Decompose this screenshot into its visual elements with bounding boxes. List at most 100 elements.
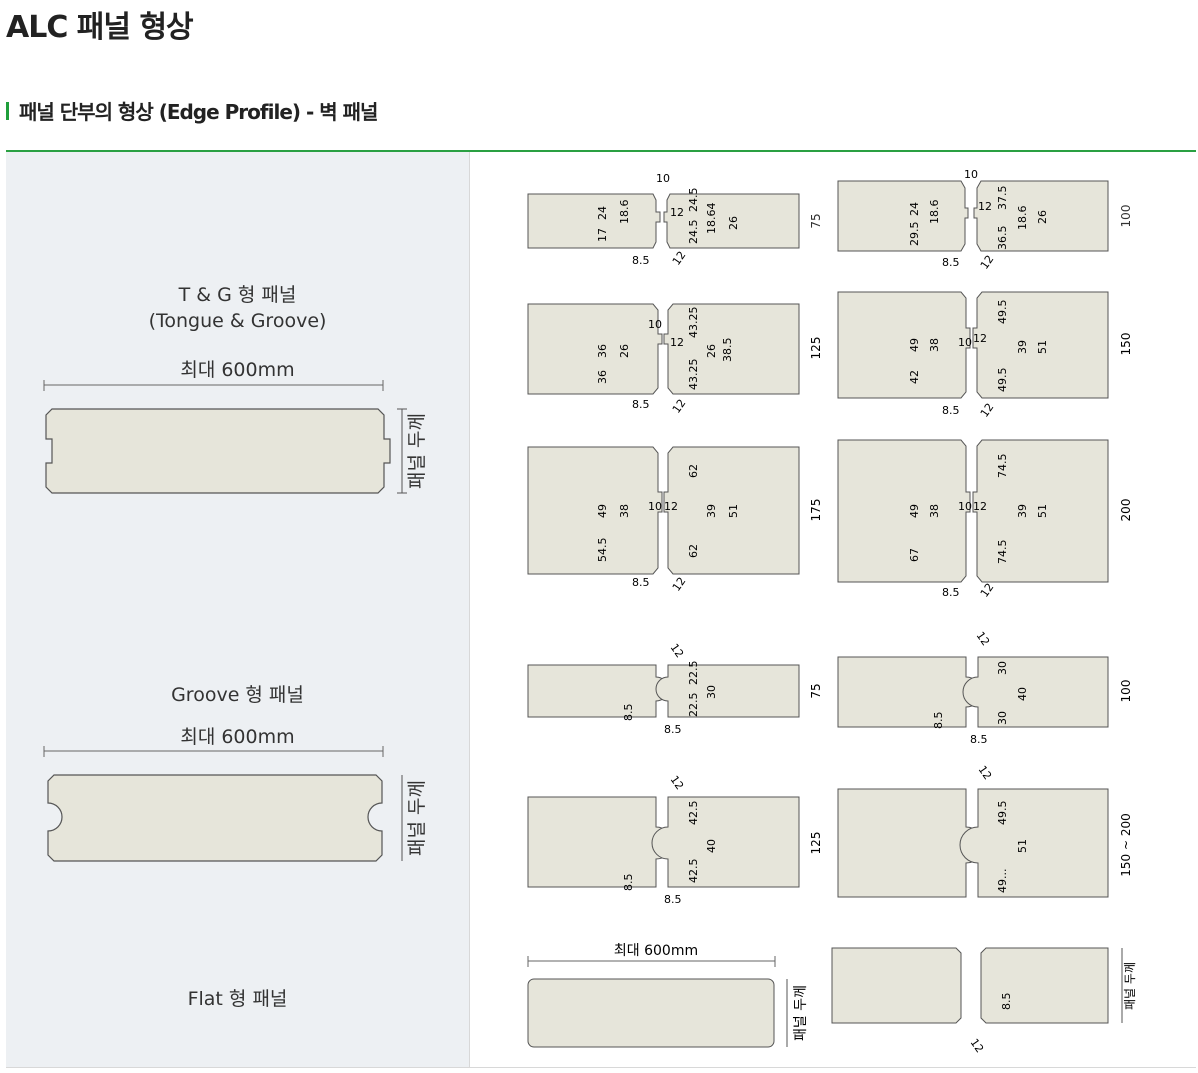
- tg-75-l9: 24.5: [687, 220, 700, 245]
- svg-text:12: 12: [664, 500, 678, 513]
- svg-text:10: 10: [648, 500, 662, 513]
- svg-text:38: 38: [618, 504, 631, 518]
- section-title-text: 패널 단부의 형상 (Edge Profile) - 벽 패널: [19, 100, 378, 124]
- tg-75-l2: 24: [596, 206, 609, 220]
- svg-text:18.6: 18.6: [1016, 206, 1029, 231]
- svg-text:8.5: 8.5: [1000, 993, 1013, 1011]
- flat-detail: 패널 두께 8.5 12: [831, 947, 1137, 1055]
- tg-75-l11: 12: [670, 249, 689, 268]
- svg-text:43.25: 43.25: [687, 307, 700, 339]
- groove-detail-100: 100 12 30 40 30 8.5 8.5: [837, 629, 1133, 746]
- svg-text:39: 39: [705, 504, 718, 518]
- svg-text:12: 12: [973, 332, 987, 345]
- svg-text:49...: 49...: [996, 869, 1009, 894]
- tg-75-thickness: 75: [809, 213, 823, 228]
- svg-text:36.5: 36.5: [996, 226, 1009, 251]
- svg-text:8.5: 8.5: [664, 723, 682, 736]
- svg-text:30: 30: [996, 711, 1009, 725]
- svg-text:30: 30: [705, 685, 718, 699]
- svg-text:125: 125: [809, 832, 823, 855]
- tg-detail-75: 75 10 17 24 18.6 8.5 12 24.5 18.64 26 24…: [527, 172, 823, 268]
- svg-text:8.5: 8.5: [942, 256, 960, 269]
- svg-text:8.5: 8.5: [632, 398, 650, 411]
- svg-text:29.5: 29.5: [908, 222, 921, 247]
- tg-panel-name: T & G 형 패널: [178, 284, 297, 306]
- flat-right-cell: 최대 600mm 패널 두께 패널 두께 8.5 12: [470, 926, 1196, 1067]
- tg-75-l3: 18.6: [618, 200, 631, 225]
- svg-text:10: 10: [648, 318, 662, 331]
- row-flat-panel: Flat 형 패널 최대 600mm 패널 두께 패널 두께 8.5 12: [6, 926, 1196, 1068]
- groove-panel-drawing: 패널 두께: [43, 746, 428, 862]
- svg-text:38: 38: [928, 504, 941, 518]
- flat-max-length: 최대 600mm: [614, 943, 698, 959]
- tg-right-cell: 75 10 17 24 18.6 8.5 12 24.5 18.64 26 24…: [470, 152, 1196, 619]
- svg-text:패널 두께: 패널 두께: [406, 780, 428, 856]
- svg-text:51: 51: [1036, 340, 1049, 354]
- svg-text:12: 12: [978, 200, 992, 213]
- svg-text:8.5: 8.5: [622, 874, 635, 892]
- svg-text:40: 40: [1016, 687, 1029, 701]
- svg-text:42.5: 42.5: [687, 801, 700, 826]
- tg-75-l7: 18.64: [705, 203, 718, 235]
- tg-75-l8: 26: [727, 216, 740, 230]
- svg-text:51: 51: [1016, 839, 1029, 853]
- svg-text:62: 62: [687, 464, 700, 478]
- svg-text:10: 10: [958, 336, 972, 349]
- svg-text:10: 10: [964, 168, 978, 181]
- svg-text:26: 26: [1036, 210, 1049, 224]
- svg-text:패널 두께: 패널 두께: [793, 985, 809, 1041]
- svg-text:39: 39: [1016, 504, 1029, 518]
- svg-text:150: 150: [1119, 333, 1133, 356]
- groove-detail-75: 75 12 22.5 30 22.5 8.5 8.5: [527, 641, 823, 736]
- row-tg-panel: T & G 형 패널 (Tongue & Groove) 최대 600mm 패널…: [6, 152, 1196, 620]
- svg-text:62: 62: [687, 544, 700, 558]
- svg-text:49.5: 49.5: [996, 801, 1009, 826]
- svg-text:22.5: 22.5: [687, 661, 700, 686]
- svg-text:36: 36: [596, 344, 609, 358]
- svg-text:100: 100: [1119, 680, 1133, 703]
- svg-text:38: 38: [928, 338, 941, 352]
- row-groove-panel: Groove 형 패널 최대 600mm 패널 두께 75 12 22.5: [6, 619, 1196, 927]
- svg-text:12: 12: [978, 401, 997, 420]
- groove-left-cell: Groove 형 패널 최대 600mm 패널 두께: [6, 619, 470, 926]
- svg-text:8.5: 8.5: [632, 576, 650, 589]
- svg-text:10: 10: [958, 500, 972, 513]
- svg-text:12: 12: [968, 1036, 987, 1055]
- tg-detail-125: 125 10 36 36 26 8.5 12 43.25 26 38.5 43.…: [527, 303, 823, 416]
- tg-75-l0: 10: [656, 172, 670, 185]
- tg-edge-details: 75 10 17 24 18.6 8.5 12 24.5 18.64 26 24…: [527, 168, 1133, 600]
- svg-text:8.5: 8.5: [942, 586, 960, 599]
- svg-text:150 ~ 200: 150 ~ 200: [1119, 813, 1133, 877]
- svg-text:49: 49: [908, 504, 921, 518]
- flat-panel-drawings: 최대 600mm 패널 두께 패널 두께 8.5 12: [527, 943, 1137, 1055]
- tg-detail-200: 200 67 49 38 8.5 10 12 74.5 39 51 74.5 1…: [837, 439, 1133, 600]
- svg-text:51: 51: [727, 504, 740, 518]
- svg-text:74.5: 74.5: [996, 454, 1009, 479]
- svg-text:8.5: 8.5: [942, 404, 960, 417]
- tg-detail-175: 175 54.5 49 38 8.5 10 12 62 39 51 62 12: [527, 446, 823, 594]
- svg-text:8.5: 8.5: [932, 712, 945, 730]
- svg-text:30: 30: [996, 661, 1009, 675]
- svg-text:200: 200: [1119, 499, 1133, 522]
- tg-100-thickness: 100: [1119, 205, 1133, 228]
- tg-75-l4: 8.5: [632, 254, 650, 267]
- svg-text:8.5: 8.5: [970, 733, 988, 746]
- svg-text:12: 12: [668, 641, 687, 660]
- tg-75-l5: 12: [670, 206, 684, 219]
- tg-left-cell: T & G 형 패널 (Tongue & Groove) 최대 600mm 패널…: [6, 152, 470, 619]
- page-title: ALC 패널 형상: [6, 10, 194, 45]
- svg-text:40: 40: [705, 839, 718, 853]
- svg-text:12: 12: [668, 773, 687, 792]
- svg-text:49.5: 49.5: [996, 368, 1009, 393]
- svg-text:175: 175: [809, 499, 823, 522]
- svg-text:8.5: 8.5: [664, 893, 682, 906]
- svg-text:26: 26: [705, 344, 718, 358]
- svg-text:49: 49: [596, 504, 609, 518]
- svg-text:125: 125: [809, 337, 823, 360]
- tg-75-l6: 24.5: [687, 188, 700, 213]
- groove-right-cell: 75 12 22.5 30 22.5 8.5 8.5 100 12 30 40 …: [470, 619, 1196, 926]
- groove-max-length: 최대 600mm: [180, 726, 295, 748]
- svg-text:12: 12: [973, 500, 987, 513]
- svg-text:24: 24: [908, 202, 921, 216]
- svg-text:26: 26: [618, 344, 631, 358]
